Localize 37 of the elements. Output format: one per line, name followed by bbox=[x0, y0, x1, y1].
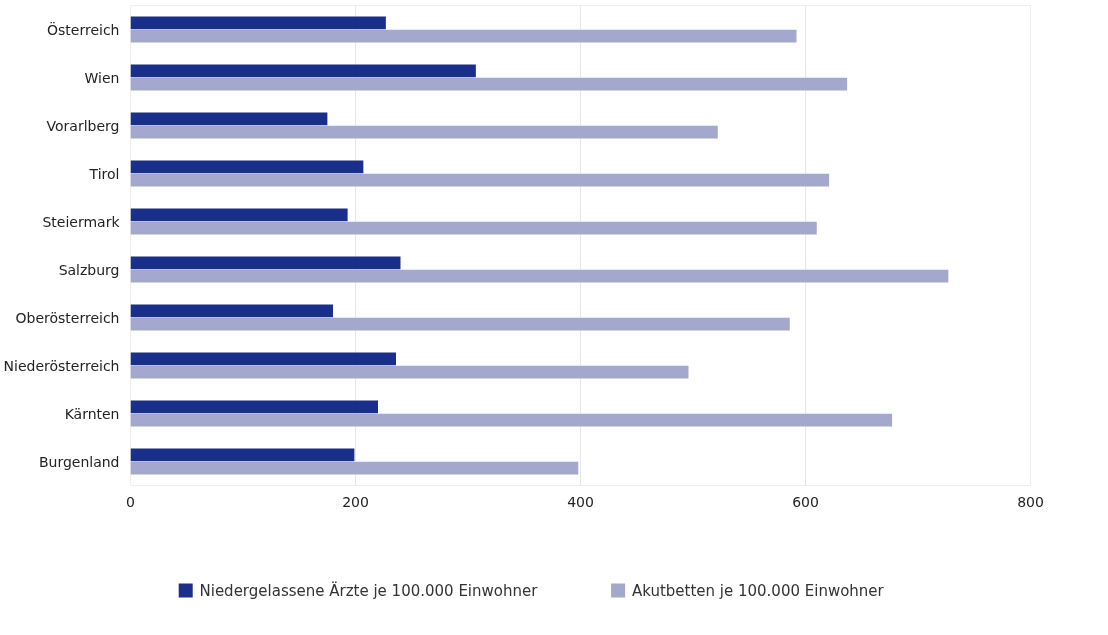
bar bbox=[130, 304, 333, 318]
bar bbox=[130, 413, 893, 427]
y-tick-label: Burgenland bbox=[38, 453, 120, 470]
bar bbox=[130, 365, 689, 379]
y-tick-label: Steiermark bbox=[42, 213, 121, 230]
bar bbox=[130, 352, 396, 366]
bar bbox=[130, 269, 949, 283]
legend-label: Akutbetten je 100.000 Einwohner bbox=[631, 581, 885, 600]
y-tick-label: Wien bbox=[84, 69, 120, 86]
bar bbox=[130, 112, 328, 126]
bar bbox=[130, 16, 386, 30]
x-tick-label: 400 bbox=[567, 493, 594, 510]
bar bbox=[130, 208, 348, 222]
bar bbox=[130, 125, 718, 139]
x-tick-label: 200 bbox=[342, 493, 369, 510]
x-tick-label: 600 bbox=[792, 493, 819, 510]
y-tick-label: Vorarlberg bbox=[46, 117, 120, 134]
y-tick-label: Tirol bbox=[88, 165, 120, 182]
bar bbox=[130, 448, 355, 462]
y-tick-label: Niederösterreich bbox=[3, 357, 120, 374]
legend-label: Niedergelassene Ärzte je 100.000 Einwohner bbox=[199, 580, 539, 600]
bar bbox=[130, 77, 848, 91]
bar bbox=[130, 173, 830, 187]
y-tick-label: Österreich bbox=[47, 20, 120, 38]
y-tick-label: Oberösterreich bbox=[15, 309, 120, 326]
bar bbox=[130, 461, 579, 475]
bar bbox=[130, 400, 378, 414]
y-tick-label: Salzburg bbox=[58, 261, 120, 278]
bar bbox=[130, 317, 790, 331]
bar bbox=[130, 256, 401, 270]
y-tick-label: Kärnten bbox=[64, 405, 120, 422]
bar bbox=[130, 29, 797, 43]
x-tick-label: 0 bbox=[126, 493, 135, 510]
bar bbox=[130, 221, 817, 235]
bar bbox=[130, 64, 476, 78]
x-tick-label: 800 bbox=[1017, 493, 1044, 510]
bar bbox=[130, 160, 364, 174]
